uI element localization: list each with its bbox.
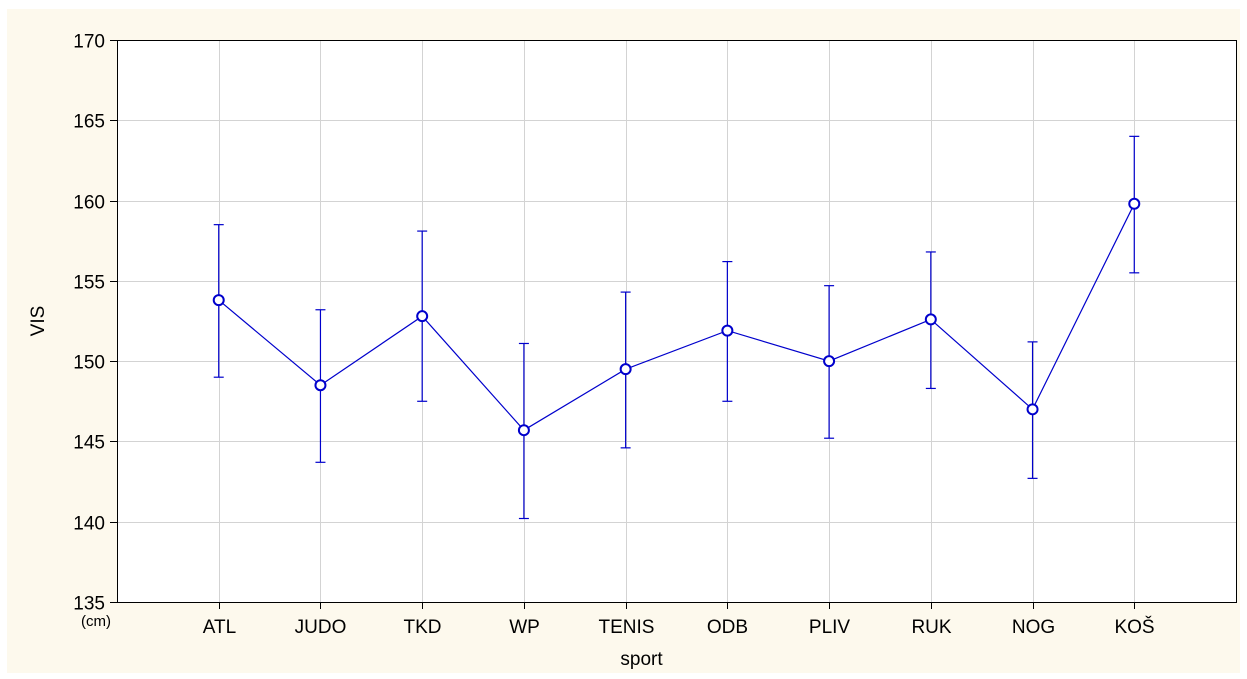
- x-tick-label: ATL: [203, 617, 236, 638]
- x-tick-label: PLIV: [809, 617, 851, 638]
- y-tick-label: 170: [73, 32, 105, 53]
- y-tick-label: 160: [73, 193, 105, 214]
- y-tick-label: 165: [73, 112, 105, 133]
- line-chart: 135 140 145 150 155 160 165 170 ATL JUDO TKD WP TENI…: [28, 32, 1237, 670]
- data-point: [212, 294, 225, 307]
- y-axis-title: VIS: [28, 306, 49, 337]
- data-point: [1128, 197, 1141, 210]
- plot-area: [117, 40, 1236, 602]
- x-tick-label: ODB: [707, 617, 748, 638]
- data-point: [416, 310, 429, 323]
- plot-border: [117, 40, 1237, 603]
- series: [212, 135, 1141, 520]
- y-unit-label: (cm): [81, 613, 111, 630]
- x-tick-label: TENIS: [599, 617, 655, 638]
- x-axis-title: sport: [620, 649, 663, 670]
- y-tick-label: 155: [73, 273, 105, 294]
- y-tick-label: 150: [73, 353, 105, 374]
- data-point: [721, 324, 734, 337]
- data-point: [924, 313, 937, 326]
- x-tick-label: JUDO: [295, 617, 347, 638]
- x-tick-label: NOG: [1012, 617, 1055, 638]
- x-tick-label: KOŠ: [1114, 616, 1154, 638]
- y-tick-label: 140: [73, 514, 105, 535]
- y-tick-label: 135: [73, 594, 105, 615]
- series-line: [218, 203, 1135, 431]
- y-tick-label: 145: [73, 433, 105, 454]
- x-tick-label: WP: [509, 617, 540, 638]
- data-point: [823, 355, 836, 368]
- data-point: [517, 424, 530, 437]
- tick-labels: 135 140 145 150 155 160 165 170 ATL JUDO TKD WP TENI…: [73, 32, 1154, 639]
- data-point: [1026, 403, 1039, 416]
- axis-ticks: [110, 40, 1135, 609]
- x-tick-label: RUK: [911, 617, 951, 638]
- x-tick-label: TKD: [404, 617, 442, 638]
- data-point: [314, 379, 327, 392]
- data-point: [619, 363, 632, 376]
- chart-frame: 135 140 145 150 155 160 165 170 ATL JUDO TKD WP TENI…: [7, 9, 1240, 673]
